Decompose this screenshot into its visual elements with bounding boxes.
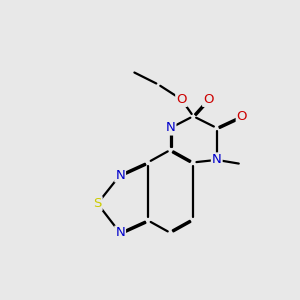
- Text: N: N: [166, 122, 176, 134]
- Text: O: O: [176, 93, 187, 106]
- Text: O: O: [203, 93, 214, 106]
- Text: N: N: [115, 226, 125, 239]
- Text: N: N: [115, 169, 125, 182]
- Text: N: N: [212, 153, 222, 167]
- Text: S: S: [93, 197, 102, 210]
- Text: O: O: [237, 110, 247, 123]
